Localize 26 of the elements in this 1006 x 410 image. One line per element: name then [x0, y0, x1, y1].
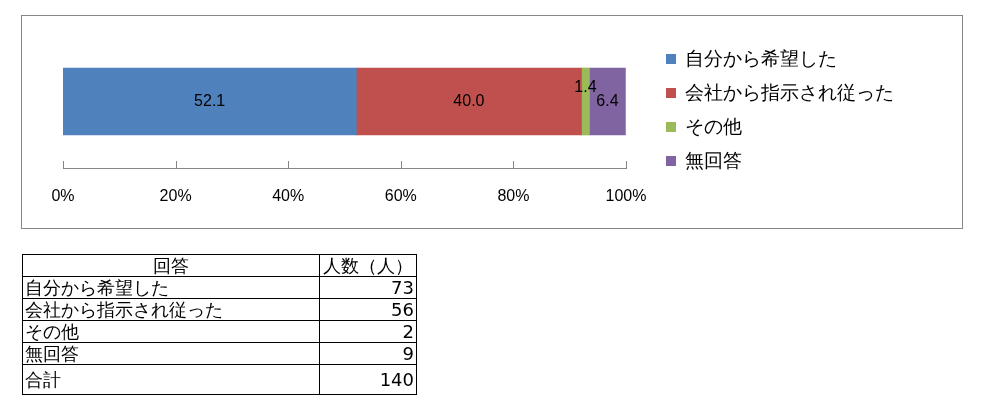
data-label: 73	[319, 276, 417, 299]
x-tick-label: 0%	[51, 187, 75, 205]
x-tick-label: 40%	[272, 187, 305, 205]
text: 回答	[22, 254, 320, 277]
bar	[63, 67, 357, 136]
x-tick-label: 80%	[497, 187, 530, 205]
category-label: 会社から指示され従った	[22, 298, 320, 321]
data-label: 2	[319, 320, 417, 343]
category-label: 無回答	[22, 342, 320, 365]
category-label: 自分から希望した	[22, 276, 320, 299]
data-label: 52.1	[194, 91, 226, 109]
legend-label: その他	[685, 114, 742, 137]
data-label: 40.0	[453, 91, 485, 109]
category-label: 合計	[22, 364, 320, 395]
text: 人数（人）	[319, 254, 417, 277]
legend-label: 会社から指示され従った	[685, 80, 894, 103]
x-tick-label: 20%	[159, 187, 192, 205]
category-label: その他	[22, 320, 320, 343]
data-label: 9	[319, 342, 417, 365]
legend-label: 無回答	[685, 148, 742, 171]
data-label: 140	[319, 364, 417, 395]
x-tick-label: 60%	[384, 187, 417, 205]
data-label: 56	[319, 298, 417, 321]
legend-label: 自分から希望した	[685, 46, 837, 69]
x-tick-label: 100%	[605, 187, 647, 205]
data-label: 6.4	[596, 91, 619, 109]
